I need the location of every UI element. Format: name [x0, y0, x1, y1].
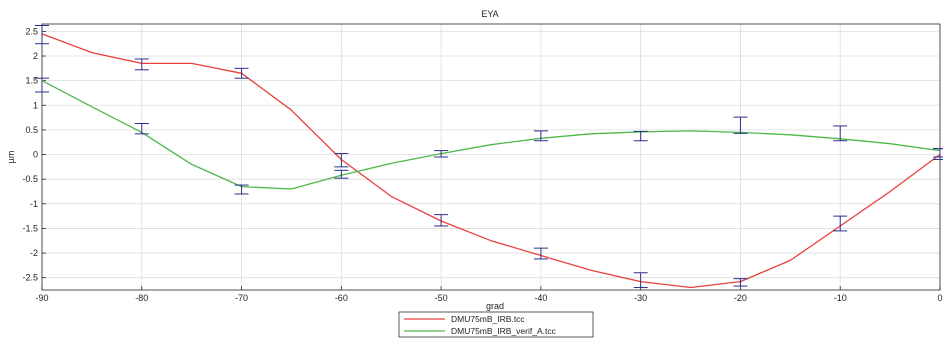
y-tick-label: 0.5 — [25, 125, 38, 135]
x-tick-label: -50 — [435, 293, 448, 303]
x-tick-label: -90 — [35, 293, 48, 303]
error-bar — [933, 148, 943, 158]
error-bar — [35, 77, 49, 93]
y-tick-label: 0 — [33, 150, 38, 160]
error-bar — [633, 272, 648, 289]
x-tick-label: -80 — [135, 293, 148, 303]
series-line-1 — [41, 33, 941, 289]
error-bar — [434, 150, 449, 158]
x-tick-label: -10 — [834, 293, 847, 303]
y-axis-label: µm — [6, 151, 16, 164]
y-tick-label: -0.5 — [22, 174, 38, 184]
y-tick-label: -2 — [30, 248, 38, 258]
x-tick-label: -70 — [235, 293, 248, 303]
x-tick-label: 0 — [937, 293, 942, 303]
y-tick-label: -2.5 — [22, 273, 38, 283]
error-bar — [134, 123, 149, 135]
error-bar — [833, 215, 848, 232]
error-bar — [733, 278, 748, 287]
legend-label-series-2: DMU75mB_IRB_verif_A.tcc — [451, 326, 557, 336]
y-tick-label: -1.5 — [22, 223, 38, 233]
error-bar — [35, 24, 49, 45]
error-bars — [35, 24, 943, 289]
error-bar — [533, 130, 548, 142]
x-tick-label: -20 — [734, 293, 747, 303]
legend: DMU75mB_IRB.tcc DMU75mB_IRB_verif_A.tcc — [398, 311, 594, 338]
y-tick-label: 2 — [33, 51, 38, 61]
error-bar — [334, 153, 349, 168]
legend-label-series-1: DMU75mB_IRB.tcc — [451, 314, 525, 324]
y-tick-label: 1 — [33, 100, 38, 110]
y-tick-label: 2.5 — [25, 26, 38, 36]
error-bar — [234, 184, 249, 195]
axis-ticks: -90 -80 -70 -60 -50 -40 -30 -20 -10 0 2.5 2 1.5 1 0.5 0… — [22, 26, 942, 303]
chart-title: EYA — [481, 9, 498, 19]
error-bar — [434, 214, 449, 227]
legend-box — [398, 311, 594, 338]
error-bar — [533, 247, 548, 260]
y-tick-label: 1.5 — [25, 76, 38, 86]
series-lines — [41, 33, 941, 289]
x-axis-label: grad — [486, 301, 504, 311]
error-bar — [633, 130, 648, 142]
error-bar — [234, 67, 249, 79]
error-bar — [833, 125, 848, 142]
error-bar — [733, 116, 748, 134]
error-bar — [134, 58, 149, 71]
series-line-2 — [41, 80, 941, 190]
x-tick-label: -30 — [634, 293, 647, 303]
x-tick-label: -60 — [335, 293, 348, 303]
x-tick-label: -40 — [534, 293, 547, 303]
y-tick-label: -1 — [30, 199, 38, 209]
error-bar — [334, 169, 349, 179]
